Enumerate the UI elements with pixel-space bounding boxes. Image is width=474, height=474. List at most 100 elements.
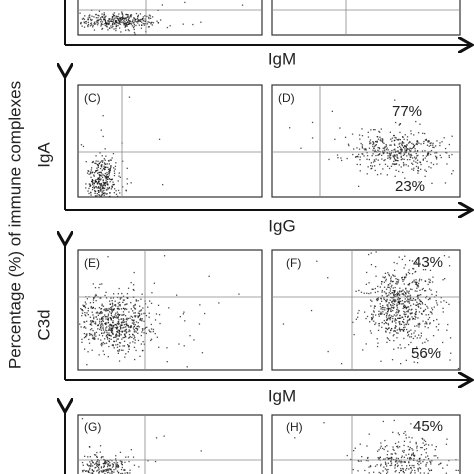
dot xyxy=(117,331,119,333)
dot xyxy=(416,159,419,161)
dot xyxy=(87,307,89,310)
dot xyxy=(107,20,109,22)
dot xyxy=(417,169,419,172)
dot xyxy=(101,316,103,319)
dot xyxy=(422,269,425,271)
dot xyxy=(104,331,106,333)
dot xyxy=(410,297,412,299)
dot xyxy=(99,324,102,326)
dot xyxy=(112,332,114,334)
dot xyxy=(396,150,398,153)
dot xyxy=(352,153,354,156)
dot xyxy=(107,322,109,324)
dot xyxy=(91,179,94,181)
dot xyxy=(81,18,84,20)
dot xyxy=(104,342,106,345)
dot xyxy=(445,472,447,474)
dot xyxy=(137,19,139,21)
dot xyxy=(100,327,102,329)
dot xyxy=(380,313,382,315)
dot xyxy=(101,28,103,30)
dot xyxy=(405,313,407,315)
dot xyxy=(403,142,405,144)
dot xyxy=(390,279,392,282)
dot xyxy=(402,461,404,463)
dot xyxy=(113,172,116,174)
dot xyxy=(366,152,368,154)
dot xyxy=(382,139,384,141)
dot xyxy=(407,271,410,274)
dot xyxy=(97,466,100,469)
dot xyxy=(118,333,120,335)
dot xyxy=(398,143,400,145)
dot xyxy=(383,297,385,299)
dot xyxy=(416,447,418,449)
dot xyxy=(394,442,397,445)
dot xyxy=(411,154,413,157)
dot xyxy=(373,129,375,131)
dot xyxy=(103,470,105,472)
dot xyxy=(107,356,109,358)
dot xyxy=(442,311,444,313)
dot xyxy=(137,316,139,319)
dot xyxy=(152,328,155,331)
dot xyxy=(143,24,145,26)
dot xyxy=(117,464,119,467)
dot xyxy=(105,23,108,25)
dot xyxy=(98,462,100,464)
dot xyxy=(422,132,424,134)
dot xyxy=(124,329,126,331)
dot xyxy=(115,465,117,467)
y-axis-label: IgA xyxy=(34,142,53,168)
dot xyxy=(112,325,115,327)
dot xyxy=(387,284,389,286)
dot xyxy=(101,194,103,196)
dot xyxy=(105,318,107,320)
dot xyxy=(416,143,418,146)
dot xyxy=(389,316,392,319)
dot xyxy=(108,168,111,170)
dot xyxy=(96,463,98,465)
dot xyxy=(119,342,122,344)
dot xyxy=(372,288,374,290)
dot xyxy=(104,24,106,26)
dot xyxy=(439,142,441,144)
dot xyxy=(198,323,201,325)
dot xyxy=(399,287,401,289)
dot xyxy=(386,328,389,331)
dot xyxy=(150,331,152,333)
dot xyxy=(107,318,109,321)
dot xyxy=(419,472,422,474)
dot xyxy=(96,461,98,463)
dot xyxy=(97,181,100,183)
dot xyxy=(394,163,396,165)
dot xyxy=(401,455,403,457)
dot xyxy=(392,309,394,312)
dot xyxy=(110,166,112,169)
dot xyxy=(397,280,399,283)
dot xyxy=(406,465,408,467)
dot xyxy=(109,472,111,474)
dot xyxy=(422,155,424,157)
dot xyxy=(412,449,414,451)
dot xyxy=(400,300,402,303)
dot xyxy=(127,317,130,320)
dot xyxy=(415,161,417,163)
dot xyxy=(91,333,93,336)
dot xyxy=(385,322,388,324)
dot xyxy=(110,319,112,321)
dot xyxy=(398,310,400,312)
dot xyxy=(379,305,382,308)
dot xyxy=(139,319,141,321)
dot xyxy=(82,471,84,473)
dot xyxy=(368,466,370,468)
dot xyxy=(425,456,427,458)
dot xyxy=(360,460,362,462)
dot xyxy=(396,337,398,339)
dot xyxy=(117,326,119,328)
dot xyxy=(381,281,383,283)
dot xyxy=(393,294,395,296)
dot xyxy=(436,302,438,304)
dot xyxy=(411,464,413,467)
dot xyxy=(392,299,394,301)
